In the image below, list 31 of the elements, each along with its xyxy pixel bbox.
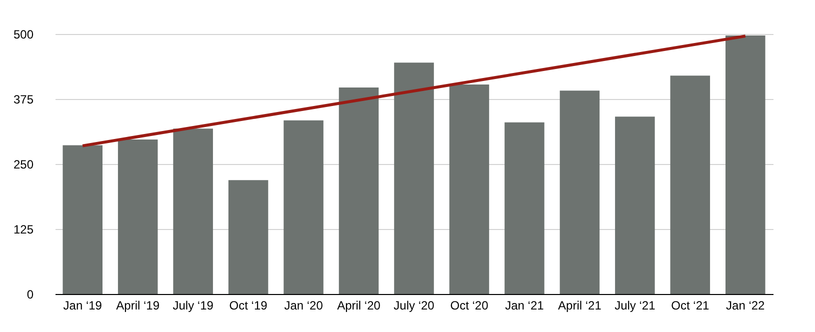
- x-tick-label: Jan ‘22: [726, 298, 766, 312]
- x-tick-label: Jan ‘21: [505, 298, 544, 312]
- x-tick-label: July ‘20: [394, 298, 435, 312]
- y-tick-label: 250: [13, 158, 34, 172]
- bar: [560, 90, 600, 294]
- bar: [670, 76, 710, 294]
- bar: [118, 140, 158, 294]
- bar: [726, 36, 766, 294]
- x-tick-label: Jan ‘19: [63, 298, 102, 312]
- x-tick-label: July ‘19: [172, 298, 214, 312]
- bar: [228, 180, 268, 294]
- bar: [284, 120, 324, 294]
- y-tick-label: 125: [13, 222, 34, 236]
- bar: [615, 116, 655, 294]
- y-tick-label: 375: [13, 92, 34, 106]
- bar: [338, 88, 379, 294]
- bar: [504, 122, 544, 294]
- x-tick-label: Jan ‘20: [284, 298, 324, 312]
- bar: [62, 145, 102, 294]
- bar: [394, 62, 434, 294]
- x-tick-label: Oct ‘20: [450, 298, 489, 312]
- x-tick-label: April ‘19: [116, 298, 160, 312]
- y-tick-label: 0: [26, 288, 34, 302]
- x-tick-label: April ‘21: [558, 298, 602, 312]
- bar: [449, 84, 490, 294]
- x-tick-label: April ‘20: [337, 298, 381, 312]
- bar: [173, 128, 213, 294]
- y-tick-label: 500: [13, 28, 34, 42]
- x-tick-label: Oct ‘19: [229, 298, 268, 312]
- x-tick-label: Oct ‘21: [671, 298, 710, 312]
- x-tick-label: July ‘21: [614, 298, 656, 312]
